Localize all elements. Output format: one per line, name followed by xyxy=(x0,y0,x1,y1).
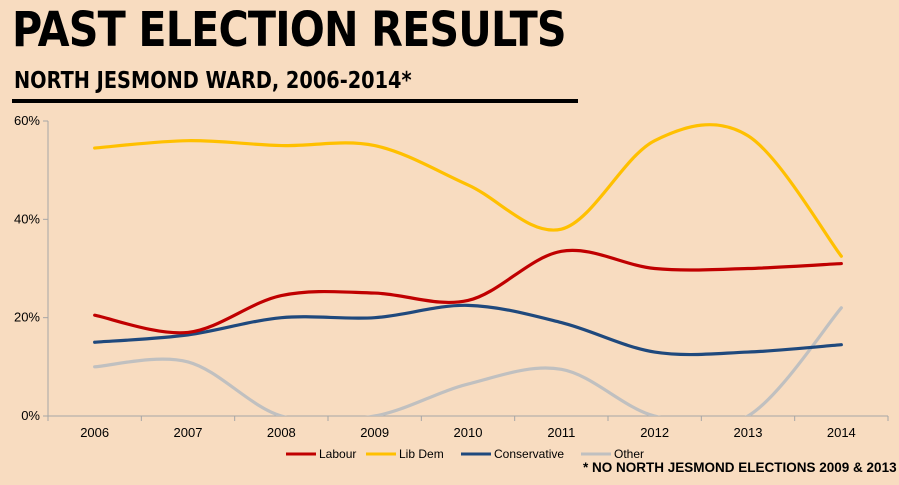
legend-label-conservative: Conservative xyxy=(494,447,564,461)
legend-label-lib-dem: Lib Dem xyxy=(399,447,444,461)
series-line-conservative xyxy=(93,303,843,357)
page-subtitle: NORTH JESMOND WARD, 2006-2014* xyxy=(14,68,412,94)
x-tick-label: 2012 xyxy=(640,425,669,440)
x-tick-label: 2008 xyxy=(267,425,296,440)
title-underline xyxy=(12,99,578,103)
series-line-lib-dem xyxy=(93,123,843,258)
x-tick-label: 2009 xyxy=(360,425,389,440)
legend-label-labour: Labour xyxy=(319,447,356,461)
y-tick-label: 0% xyxy=(21,408,40,423)
y-tick-label: 20% xyxy=(14,310,40,325)
x-tick-label: 2014 xyxy=(827,425,856,440)
x-tick-label: 2011 xyxy=(547,425,575,440)
footnote: * NO NORTH JESMOND ELECTIONS 2009 & 2013 xyxy=(583,460,897,475)
x-tick-label: 2007 xyxy=(174,425,203,440)
y-tick-label: 40% xyxy=(14,211,40,226)
page-title: PAST ELECTION RESULTS xyxy=(12,2,567,58)
x-tick-label: 2006 xyxy=(80,425,109,440)
x-tick-label: 2010 xyxy=(454,425,483,440)
series-line-other xyxy=(93,306,843,416)
series-line-labour xyxy=(93,248,843,335)
y-tick-label: 60% xyxy=(14,113,40,128)
legend-label-other: Other xyxy=(614,447,644,461)
x-tick-label: 2013 xyxy=(734,425,763,440)
